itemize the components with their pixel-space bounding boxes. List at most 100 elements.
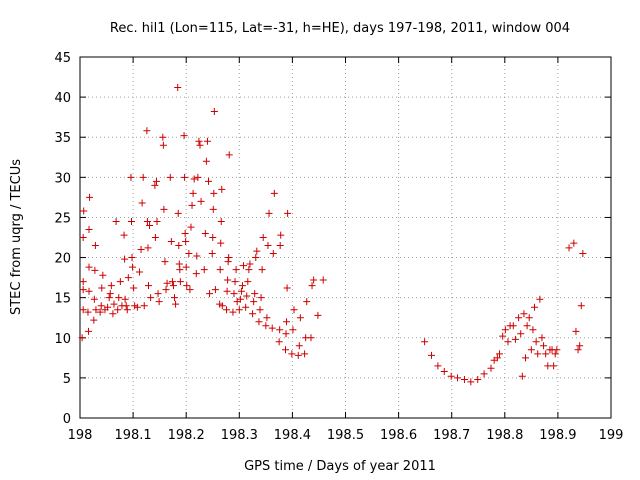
data-point — [91, 242, 99, 250]
data-point — [206, 290, 214, 298]
data-point — [275, 338, 283, 346]
data-point — [493, 354, 501, 362]
data-point — [218, 185, 226, 193]
data-point — [121, 255, 129, 263]
data-point — [175, 242, 183, 250]
data-point — [504, 338, 512, 346]
data-point — [277, 231, 285, 239]
data-point — [122, 302, 130, 310]
x-tick-label: 198.1 — [114, 428, 151, 443]
data-point — [86, 193, 94, 201]
x-tick-label: 198.4 — [274, 428, 311, 443]
data-point — [509, 322, 517, 330]
data-point — [295, 342, 303, 350]
data-point — [79, 234, 87, 241]
data-point — [172, 300, 180, 308]
data-point — [196, 141, 204, 149]
data-point — [188, 201, 196, 209]
data-point — [250, 298, 258, 306]
data-point — [151, 181, 159, 189]
data-point — [218, 302, 226, 310]
data-point — [577, 302, 585, 310]
x-tick-label: 199 — [599, 428, 624, 443]
data-point — [223, 306, 231, 314]
data-point — [104, 303, 112, 311]
data-point — [224, 258, 232, 266]
data-point — [174, 83, 182, 91]
data-point — [193, 252, 201, 260]
data-point — [181, 229, 189, 237]
data-point — [90, 316, 98, 324]
data-point — [495, 350, 503, 358]
x-axis-label: GPS time / Days of year 2011 — [244, 459, 436, 474]
data-points — [78, 83, 587, 386]
y-tick-label: 25 — [54, 211, 71, 226]
data-point — [85, 263, 93, 271]
data-point — [531, 303, 539, 311]
data-point — [534, 350, 542, 358]
data-point — [121, 295, 129, 303]
data-point — [189, 189, 197, 197]
data-point — [249, 310, 257, 318]
data-point — [544, 362, 552, 370]
data-point — [529, 326, 537, 334]
data-point — [112, 217, 120, 225]
y-tick-label: 10 — [54, 332, 71, 347]
y-tick-label: 40 — [54, 91, 71, 106]
data-point — [208, 250, 216, 258]
data-point — [98, 284, 106, 292]
data-point — [209, 234, 217, 241]
data-point — [175, 260, 183, 268]
data-point — [294, 351, 302, 359]
data-point — [268, 324, 276, 332]
data-point — [517, 330, 525, 338]
data-point — [115, 294, 123, 302]
data-point — [144, 244, 152, 252]
data-point — [174, 209, 182, 217]
data-point — [128, 254, 136, 262]
data-point — [243, 292, 251, 300]
data-point — [515, 314, 523, 322]
data-point — [240, 262, 248, 270]
data-point — [144, 282, 152, 290]
data-point — [168, 278, 176, 286]
data-point — [209, 205, 217, 213]
data-point — [92, 306, 100, 314]
data-point — [238, 282, 246, 290]
data-point — [542, 350, 550, 358]
data-point — [127, 173, 135, 181]
data-point — [499, 332, 507, 340]
data-point — [185, 250, 193, 258]
data-point — [85, 287, 93, 295]
data-point — [474, 375, 482, 383]
data-point — [525, 314, 533, 322]
data-point — [183, 282, 191, 290]
data-point — [79, 306, 87, 314]
data-point — [244, 278, 252, 286]
data-point — [140, 302, 148, 310]
data-point — [572, 327, 580, 335]
data-point — [182, 263, 190, 271]
data-point — [290, 306, 298, 314]
data-point — [480, 370, 488, 378]
data-point — [91, 266, 99, 274]
y-tick-label: 45 — [54, 51, 71, 66]
data-point — [236, 295, 244, 303]
data-point — [114, 306, 122, 314]
data-point — [256, 306, 264, 314]
x-tick-label: 198 — [68, 428, 93, 443]
data-point — [460, 375, 468, 383]
data-point — [225, 151, 233, 159]
data-point — [105, 294, 113, 302]
data-point — [138, 199, 146, 207]
data-point — [169, 282, 177, 290]
data-point — [135, 268, 143, 276]
data-point — [109, 310, 117, 318]
x-tick-label: 198.7 — [433, 428, 470, 443]
data-point — [187, 223, 195, 231]
data-point — [252, 254, 260, 262]
data-point — [217, 217, 225, 225]
data-point — [540, 342, 548, 350]
data-point — [217, 239, 225, 247]
x-tick-label: 198.5 — [327, 428, 364, 443]
